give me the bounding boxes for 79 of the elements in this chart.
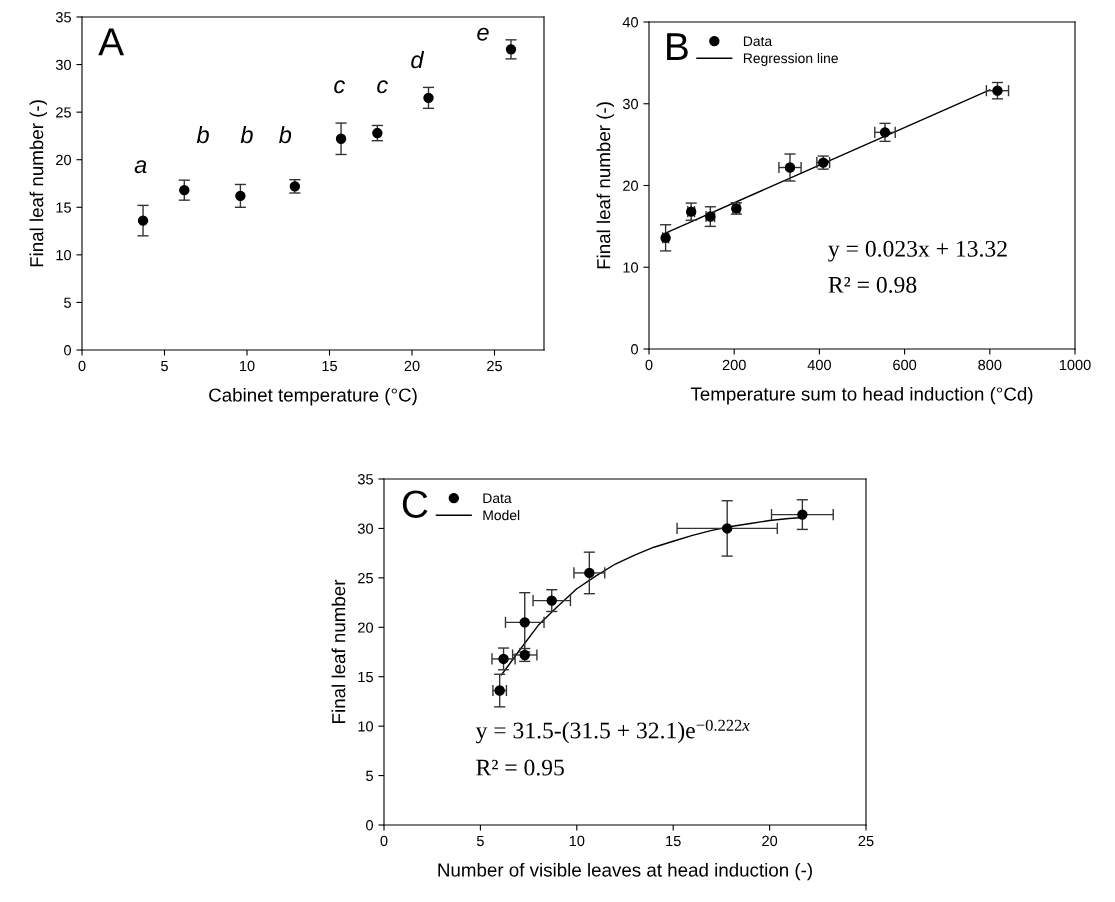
annotation: e (477, 27, 489, 41)
annotation: b (240, 125, 253, 144)
annotation: b (196, 125, 209, 144)
y-axis-title: Final leaf number (-) (29, 100, 48, 267)
y-tick-label: 40 (622, 17, 639, 28)
point (179, 184, 190, 196)
point (784, 162, 796, 173)
point (235, 190, 246, 202)
legend-label: Data (743, 36, 773, 47)
annotation: B (667, 33, 688, 60)
y-tick-label: 20 (623, 180, 639, 191)
x-tick-label: 15 (322, 360, 337, 372)
legend-label: Model (483, 510, 520, 521)
x-tick-label: 20 (404, 360, 420, 372)
x-axis-title: Cabinet temperature (°C) (209, 387, 417, 406)
annotation: y = 0.023x + 13.32 (828, 240, 1007, 262)
point (423, 92, 434, 104)
x-tick-label: 600 (893, 359, 917, 371)
annotation: d (411, 50, 425, 69)
x-tick-label: 5 (161, 360, 168, 372)
x-tick-label: 10 (240, 360, 255, 372)
x-axis-title: Temperature sum to head induction (°Cd) (690, 386, 1033, 405)
legend-label: Regression line (743, 53, 838, 66)
x-tick-label: 15 (666, 835, 681, 847)
x-tick-label: 5 (476, 835, 484, 847)
annotation: b (279, 125, 292, 144)
point (505, 44, 517, 55)
point (335, 133, 347, 144)
point (992, 85, 1003, 96)
y-tick-label: 10 (358, 721, 374, 732)
legend-label: Data (483, 493, 512, 504)
y-tick-label: 20 (358, 622, 374, 633)
x-tick-label: 25 (858, 835, 874, 847)
y-tick-label: 10 (56, 249, 72, 261)
annotation: C (402, 490, 428, 518)
y-tick-label: 35 (357, 474, 373, 485)
x-axis-title: Number of visible leaves at head induction (-) (438, 862, 812, 881)
x-tick-label: 10 (569, 835, 585, 847)
point (498, 653, 509, 665)
y-tick-label: 15 (56, 202, 71, 213)
y-tick-label: 5 (64, 297, 71, 308)
annotation: A (98, 28, 125, 56)
point (879, 127, 891, 138)
y-tick-label: 15 (358, 671, 373, 683)
point (721, 523, 733, 534)
y-tick-label: 25 (56, 107, 71, 118)
y-tick-label: 20 (56, 154, 72, 166)
y-tick-label: 0 (64, 345, 72, 356)
y-tick-label: 0 (631, 344, 639, 355)
x-tick-label: 800 (978, 359, 1002, 371)
y-tick-label: 30 (55, 59, 72, 70)
y-axis-title: Final leaf number (-) (596, 102, 615, 269)
point (584, 567, 595, 579)
y-tick-label: 5 (366, 770, 373, 781)
annotation: y = 31.5-(31.5 + 32.1)e$^{−0.222x}$ (475, 719, 750, 744)
y-tick-label: 30 (622, 98, 639, 110)
y-tick-label: 35 (55, 12, 71, 23)
point (797, 509, 808, 520)
y-tick-label: 0 (366, 820, 374, 831)
y-tick-label: 25 (358, 572, 373, 584)
annotation: R² = 0.98 (828, 276, 917, 293)
annotation: a (134, 160, 147, 174)
point (546, 595, 557, 606)
y-tick-label: 10 (623, 262, 639, 273)
annotation: c (334, 80, 345, 94)
annotation: c (377, 80, 388, 94)
x-tick-label: 0 (78, 360, 86, 372)
x-tick-label: 25 (487, 360, 502, 372)
x-tick-label: 200 (722, 359, 746, 371)
annotation: R² = 0.95 (476, 759, 564, 776)
y-axis-title: Final leaf number (331, 579, 346, 723)
x-tick-label: 400 (807, 359, 831, 371)
y-tick-label: 30 (357, 523, 374, 534)
x-tick-label: 0 (380, 835, 388, 847)
x-tick-label: 20 (762, 835, 778, 847)
x-tick-label: 1000 (1059, 359, 1091, 371)
point (137, 215, 149, 226)
point (519, 617, 530, 628)
x-tick-label: 0 (645, 359, 653, 371)
